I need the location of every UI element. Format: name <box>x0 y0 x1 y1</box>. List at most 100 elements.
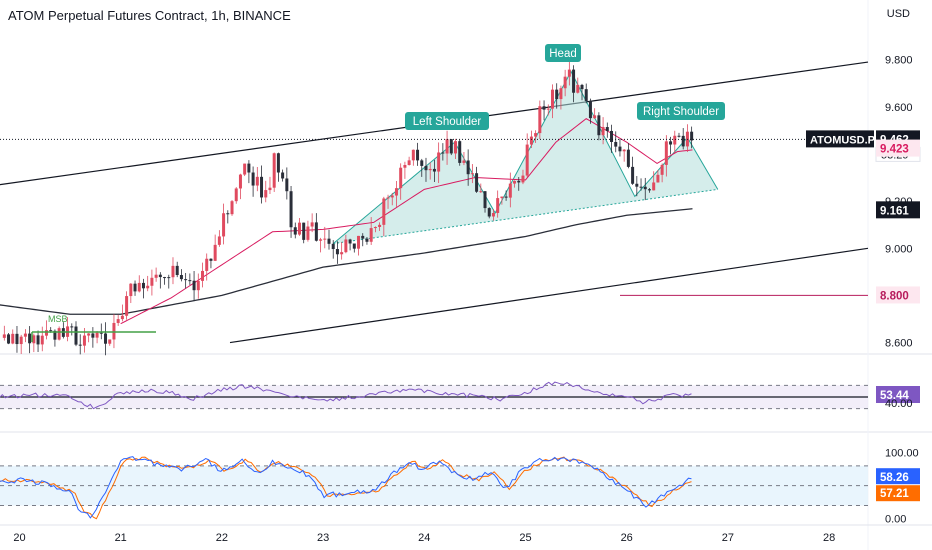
stoch-d-bg <box>876 485 920 502</box>
candle-bearish <box>690 131 694 141</box>
candle-bullish <box>234 188 238 202</box>
candle-bullish <box>125 296 129 316</box>
candle-bullish <box>445 139 449 154</box>
ema-price-label-bg <box>876 139 920 157</box>
candle-bullish <box>411 149 415 161</box>
neckline <box>333 188 718 245</box>
stoch-tick-label: 0.00 <box>885 514 906 526</box>
candle-bearish <box>348 239 352 244</box>
candle-bearish <box>327 238 331 244</box>
candle-bearish <box>167 277 171 279</box>
candle-bullish <box>340 252 344 255</box>
candle-bullish <box>550 89 554 109</box>
candle-bullish <box>32 335 36 344</box>
candle-bullish <box>470 173 474 175</box>
currency-label: USD <box>886 8 910 20</box>
candle-bullish <box>306 226 310 240</box>
candle-bearish <box>517 180 521 183</box>
candle-bullish <box>428 168 432 171</box>
candle-bullish <box>150 277 154 286</box>
candle-bearish <box>289 191 293 228</box>
candle-bearish <box>293 227 297 235</box>
candle-bullish <box>496 198 500 213</box>
rsi-line <box>0 381 692 410</box>
target-price-label: 8.800 <box>880 290 909 302</box>
candle-bullish <box>673 135 677 145</box>
candle-bullish <box>23 333 27 337</box>
candle-bearish <box>15 333 19 345</box>
candle-bullish <box>19 336 23 345</box>
candle-bullish <box>230 201 234 215</box>
candle-bearish <box>281 172 285 179</box>
candle-bullish <box>373 226 377 229</box>
candle-bearish <box>302 222 306 240</box>
candle-bearish <box>614 141 618 147</box>
candle-bullish <box>660 164 664 175</box>
time-tick-label: 24 <box>418 532 430 544</box>
candle-bearish <box>192 280 196 291</box>
candle-bearish <box>74 326 78 345</box>
candle-bearish <box>580 84 584 90</box>
candle-bearish <box>184 279 188 281</box>
candle-bullish <box>538 106 542 134</box>
candle-bullish <box>652 182 656 191</box>
candle-bullish <box>357 235 361 249</box>
candle-bullish <box>500 196 504 199</box>
candle-bearish <box>555 89 559 100</box>
candle-bullish <box>521 175 525 183</box>
candle-bullish <box>656 174 660 183</box>
stoch-k-label: 58.26 <box>880 472 909 484</box>
candle-bullish <box>403 165 407 168</box>
candle-bearish <box>631 166 635 184</box>
candle-bearish <box>681 135 685 147</box>
candle-bullish <box>238 174 242 189</box>
rsi-value-label: 53.44 <box>880 390 909 402</box>
candle-bullish <box>129 283 133 297</box>
candle-bullish <box>201 270 205 281</box>
candle-bullish <box>82 335 86 346</box>
rsi-value-bg <box>876 386 920 404</box>
candle-bullish <box>534 133 538 137</box>
target-price-label-bg <box>876 286 920 304</box>
candle-bearish <box>352 243 356 249</box>
candle-bullish <box>57 328 61 340</box>
price-tick-label: 8.600 <box>885 338 913 350</box>
candle-bearish <box>163 277 167 279</box>
left-shoulder-label-bg <box>405 112 489 130</box>
candle-bullish <box>437 152 441 172</box>
candle-bullish <box>120 315 124 320</box>
candle-bullish <box>196 280 200 291</box>
candle-bullish <box>513 180 517 184</box>
head-label: Head <box>549 48 577 60</box>
stoch-d-label: 57.21 <box>880 488 909 500</box>
msb-label: MSB <box>48 314 68 324</box>
candle-bullish <box>546 108 550 110</box>
candle-bearish <box>365 238 369 242</box>
candle-bearish <box>331 243 335 250</box>
candle-bearish <box>441 152 445 154</box>
ema-line <box>120 118 693 325</box>
candle-bullish <box>344 239 348 253</box>
candle-bearish <box>188 280 192 282</box>
right-shoulder-label: Right Shoulder <box>643 106 719 118</box>
candle-bearish <box>7 334 11 344</box>
candle-bullish <box>108 339 112 344</box>
time-tick-label: 25 <box>519 532 531 544</box>
candle-bearish <box>504 196 508 198</box>
candle-bullish <box>213 244 217 261</box>
candle-bearish <box>276 153 280 173</box>
candle-bullish <box>593 115 597 119</box>
left-shoulder-label: Left Shoulder <box>413 116 482 128</box>
candle-bearish <box>416 149 420 161</box>
candle-bullish <box>479 191 483 193</box>
candle-bearish <box>432 168 436 172</box>
candle-bearish <box>610 130 614 142</box>
candle-bullish <box>563 76 567 89</box>
candle-bearish <box>475 173 479 192</box>
time-tick-label: 28 <box>823 532 835 544</box>
candle-bullish <box>87 333 91 336</box>
candle-bearish <box>643 186 647 190</box>
candle-bullish <box>576 84 580 93</box>
ma200-price-label: 9.161 <box>880 205 909 217</box>
